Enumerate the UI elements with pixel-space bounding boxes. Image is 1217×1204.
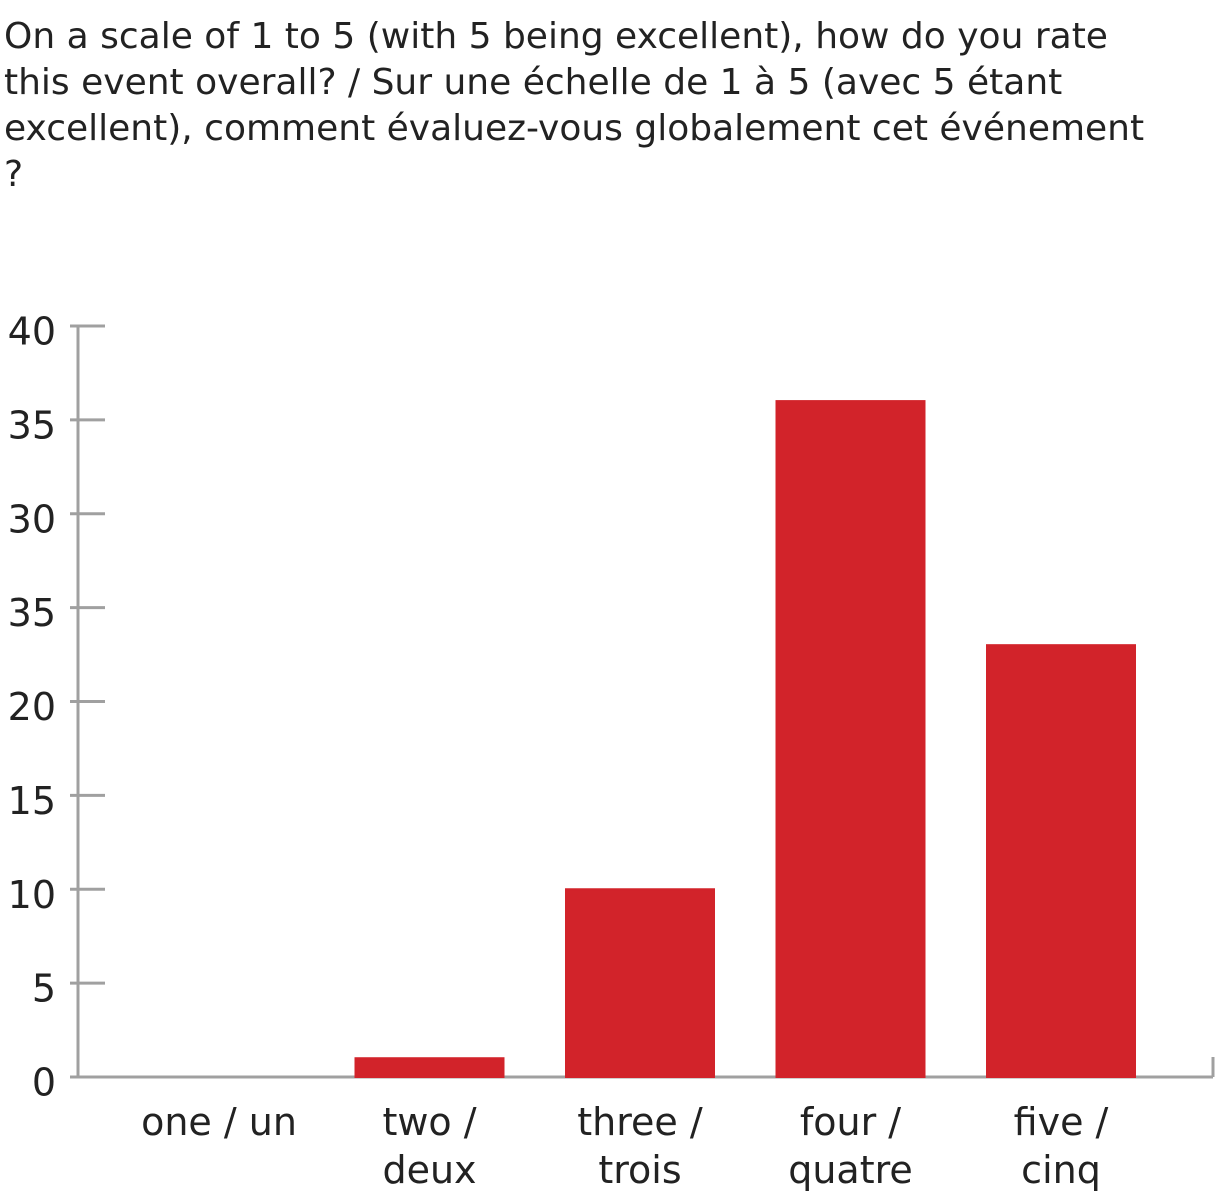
x-tick-label: four / quatre [788, 1100, 913, 1192]
bar [565, 888, 715, 1078]
bar [354, 1057, 505, 1078]
y-tick-label: 35 [8, 591, 56, 635]
y-tick-label: 30 [8, 497, 56, 541]
x-tick-label: two / deux [382, 1100, 477, 1192]
bar [775, 400, 926, 1079]
y-tick-label: 20 [8, 685, 56, 729]
y-tick-label: 35 [8, 403, 56, 447]
x-tick-label: one / un [141, 1100, 297, 1144]
chart-title: On a scale of 1 to 5 (with 5 being excel… [4, 16, 1145, 195]
x-tick-label: five / cinq [1013, 1100, 1109, 1192]
y-tick-label: 5 [32, 967, 56, 1011]
y-tick-label: 15 [8, 779, 56, 823]
y-tick-label: 0 [32, 1061, 56, 1105]
y-tick-label: 10 [8, 873, 56, 917]
x-tick-label: three / trois [577, 1100, 703, 1192]
y-tick-label: 40 [8, 310, 56, 354]
bar [986, 644, 1136, 1078]
